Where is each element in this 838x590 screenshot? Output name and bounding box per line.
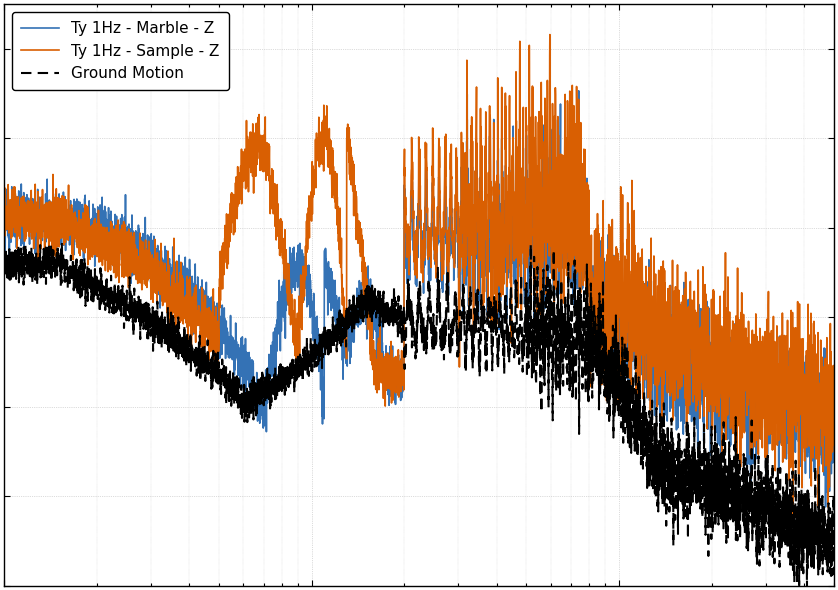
Ground Motion — [681, 447, 691, 454]
Ty 1Hz - Marble - Z — [574, 87, 584, 94]
Line: Ty 1Hz - Sample - Z: Ty 1Hz - Sample - Z — [4, 35, 834, 516]
Ground Motion — [539, 375, 549, 382]
Ty 1Hz - Sample - Z — [618, 372, 628, 379]
Ty 1Hz - Sample - Z — [789, 512, 799, 519]
Ty 1Hz - Marble - Z — [618, 336, 628, 343]
Ty 1Hz - Sample - Z — [829, 365, 838, 372]
Ground Motion — [150, 326, 160, 333]
Ty 1Hz - Marble - Z — [497, 136, 507, 143]
Ty 1Hz - Sample - Z — [681, 333, 691, 340]
Ty 1Hz - Marble - Z — [316, 369, 326, 376]
Ty 1Hz - Sample - Z — [316, 137, 326, 145]
Ty 1Hz - Sample - Z — [150, 288, 160, 295]
Ty 1Hz - Sample - Z — [545, 31, 555, 38]
Ty 1Hz - Marble - Z — [539, 221, 549, 228]
Legend: Ty 1Hz - Marble - Z, Ty 1Hz - Sample - Z, Ground Motion: Ty 1Hz - Marble - Z, Ty 1Hz - Sample - Z… — [12, 12, 229, 90]
Ground Motion — [497, 333, 507, 340]
Ty 1Hz - Sample - Z — [497, 84, 507, 91]
Ground Motion — [829, 572, 838, 579]
Ground Motion — [0, 255, 9, 262]
Ty 1Hz - Marble - Z — [150, 267, 160, 274]
Ground Motion — [316, 350, 326, 358]
Ty 1Hz - Marble - Z — [0, 230, 9, 237]
Ty 1Hz - Sample - Z — [539, 223, 549, 230]
Ty 1Hz - Marble - Z — [681, 336, 691, 343]
Line: Ty 1Hz - Marble - Z: Ty 1Hz - Marble - Z — [4, 91, 834, 507]
Ty 1Hz - Marble - Z — [829, 399, 838, 406]
Line: Ground Motion: Ground Motion — [4, 242, 834, 590]
Ty 1Hz - Marble - Z — [820, 503, 830, 510]
Ground Motion — [57, 238, 67, 245]
Ty 1Hz - Sample - Z — [0, 230, 9, 237]
Ground Motion — [618, 361, 628, 368]
